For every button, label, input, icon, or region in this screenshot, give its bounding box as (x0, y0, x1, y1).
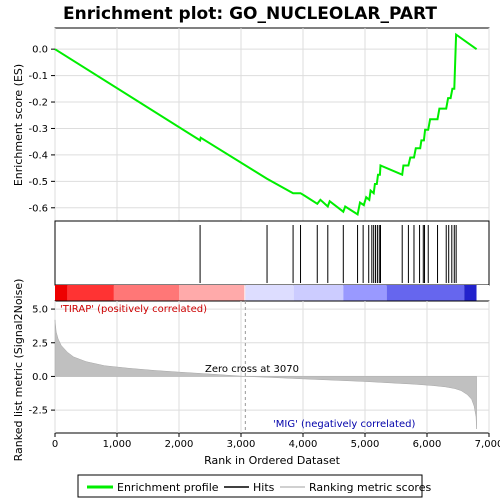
x-tick-label: 3,000 (227, 439, 256, 450)
metric-y-axis-label: Ranked list metric (Signal2Noise) (12, 279, 25, 462)
es-panel-frame (54, 27, 490, 222)
x-tick-label: 7,000 (475, 439, 500, 450)
color-band-segment (245, 285, 294, 301)
color-band-segment (343, 285, 387, 301)
positive-correlation-label: 'TIRAP' (positively correlated) (60, 304, 207, 315)
ranked-list-color-band (55, 285, 489, 301)
es-tick-label: -0.3 (28, 124, 48, 135)
color-band-segment (67, 285, 114, 301)
chart-title: Enrichment plot: GO_NUCLEOLAR_PART (63, 4, 437, 24)
es-gridlines (54, 28, 490, 221)
metric-tick-label: 0.0 (32, 372, 48, 383)
x-tick-label: 2,000 (165, 439, 194, 450)
hits-marks (199, 225, 457, 283)
metric-tick-label: -2.5 (28, 406, 48, 417)
enrichment-profile-line (54, 32, 478, 217)
es-y-axis-label: Enrichment score (ES) (12, 64, 25, 186)
color-band-segment (55, 285, 68, 301)
x-tick-label: 0 (52, 439, 58, 450)
es-tick-label: -0.6 (28, 203, 48, 214)
color-band-segment (386, 285, 465, 301)
x-tick-label: 4,000 (289, 439, 318, 450)
negative-correlation-label: 'MIG' (negatively correlated) (273, 419, 415, 430)
es-tick-label: 0.0 (32, 45, 48, 56)
legend-metric-label: Ranking metric scores (309, 481, 431, 494)
x-tick-label: 6,000 (413, 439, 442, 450)
metric-tick-label: 2.5 (32, 338, 48, 349)
es-tick-label: -0.1 (28, 71, 48, 82)
metric-y-axis: 5.0 2.5 0.0 -2.5 (28, 305, 55, 417)
metric-tick-label: 5.0 (32, 305, 48, 316)
es-tick-label: -0.4 (28, 150, 48, 161)
color-band-segment (293, 285, 344, 301)
zero-cross-label: Zero cross at 3070 (205, 364, 299, 375)
color-band-segment (244, 285, 246, 301)
hits-panel-frame (54, 220, 490, 286)
legend-hits-label: Hits (253, 481, 275, 494)
color-band-segment (113, 285, 179, 301)
color-band-segment (464, 285, 477, 301)
metric-panel-frame (54, 300, 490, 434)
ranking-metric-area (54, 319, 477, 430)
color-band-segment (179, 285, 245, 301)
x-axis: 0 1,000 2,000 3,000 4,000 5,000 6,000 7,000 (52, 433, 500, 450)
legend-enrichment-label: Enrichment profile (117, 481, 219, 494)
legend-box (77, 474, 423, 498)
x-axis-label: Rank in Ordered Dataset (204, 454, 341, 467)
es-tick-label: -0.5 (28, 177, 48, 188)
x-tick-label: 5,000 (351, 439, 380, 450)
x-tick-label: 1,000 (103, 439, 132, 450)
color-band-tail (476, 285, 489, 301)
es-tick-label: -0.2 (28, 98, 48, 109)
es-y-axis: 0.0 -0.1 -0.2 -0.3 -0.4 -0.5 -0.6 (28, 45, 55, 214)
